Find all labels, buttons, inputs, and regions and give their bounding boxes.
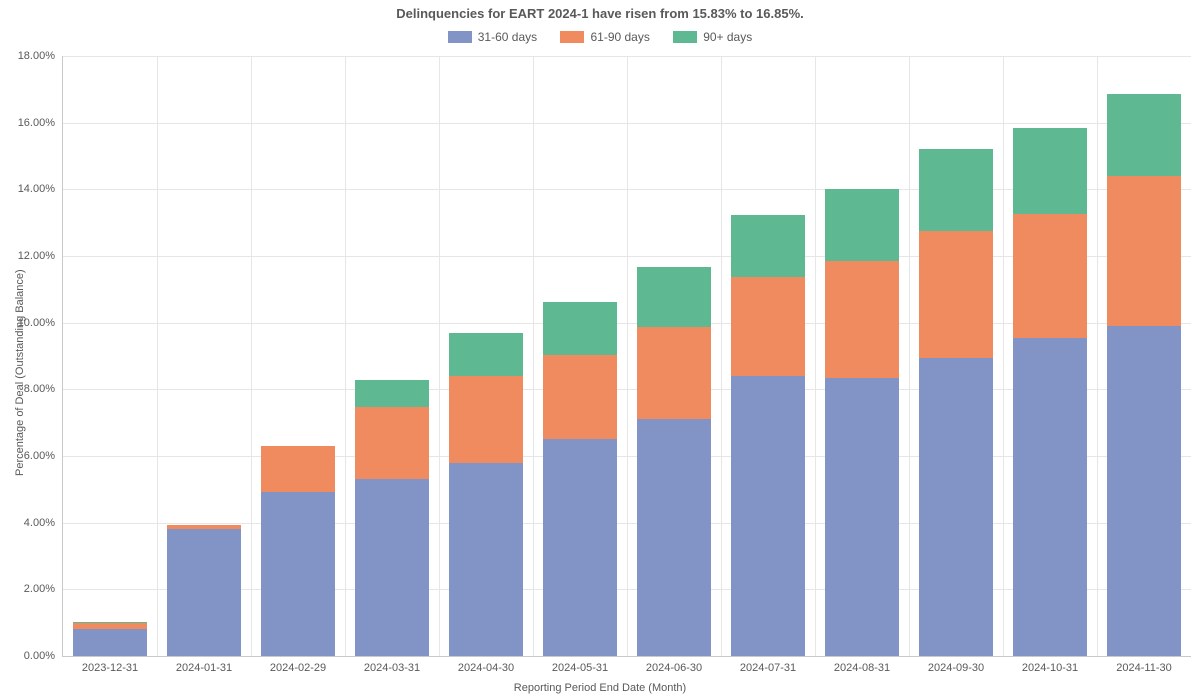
gridline-v	[721, 56, 722, 656]
gridline-v	[157, 56, 158, 656]
x-axis-label: Reporting Period End Date (Month)	[0, 682, 1200, 694]
bar-segment-61-90-days	[825, 261, 898, 378]
x-tick-label: 2024-05-31	[552, 662, 608, 674]
legend-swatch-61-90	[560, 31, 584, 43]
bar-segment-31-60-days	[1013, 338, 1086, 656]
bar-segment-31-60-days	[825, 378, 898, 656]
gridline-v	[909, 56, 910, 656]
gridline-v	[439, 56, 440, 656]
legend-item-31-60: 31-60 days	[448, 30, 537, 44]
x-tick-label: 2023-12-31	[82, 662, 138, 674]
bar-group	[543, 302, 616, 656]
bar-group	[355, 380, 428, 656]
y-tick-label: 2.00%	[24, 583, 55, 595]
legend-swatch-90plus	[673, 31, 697, 43]
plot-area: 0.00%2.00%4.00%6.00%8.00%10.00%12.00%14.…	[62, 56, 1191, 657]
y-tick-label: 14.00%	[18, 183, 55, 195]
legend: 31-60 days 61-90 days 90+ days	[0, 30, 1200, 46]
y-tick-label: 6.00%	[24, 450, 55, 462]
bar-segment-61-90-days	[1013, 214, 1086, 337]
bar-segment-31-60-days	[449, 463, 522, 656]
x-tick-label: 2024-09-30	[928, 662, 984, 674]
x-tick-label: 2024-02-29	[270, 662, 326, 674]
bar-segment-90+-days	[449, 333, 522, 376]
chart-title: Delinquencies for EART 2024-1 have risen…	[0, 6, 1200, 21]
bar-segment-61-90-days	[637, 327, 710, 419]
legend-item-61-90: 61-90 days	[560, 30, 649, 44]
bar-segment-61-90-days	[543, 355, 616, 438]
bar-group	[1107, 94, 1180, 656]
x-tick-label: 2024-07-31	[740, 662, 796, 674]
y-tick-label: 0.00%	[24, 650, 55, 662]
legend-label-90plus: 90+ days	[703, 30, 752, 44]
legend-label-31-60: 31-60 days	[478, 30, 537, 44]
bar-segment-31-60-days	[355, 479, 428, 656]
bar-segment-61-90-days	[919, 231, 992, 358]
x-tick-label: 2024-04-30	[458, 662, 514, 674]
bar-segment-90+-days	[919, 149, 992, 231]
bar-segment-31-60-days	[261, 492, 334, 656]
x-tick-label: 2024-03-31	[364, 662, 420, 674]
bar-segment-31-60-days	[73, 629, 146, 656]
bar-group	[637, 267, 710, 656]
bar-segment-90+-days	[543, 302, 616, 355]
bar-segment-61-90-days	[731, 277, 804, 376]
y-tick-label: 16.00%	[18, 117, 55, 129]
bar-segment-31-60-days	[543, 439, 616, 656]
bar-segment-61-90-days	[261, 446, 334, 492]
legend-label-61-90: 61-90 days	[590, 30, 649, 44]
bar-group	[261, 446, 334, 656]
bar-group	[731, 215, 804, 656]
x-tick-label: 2024-06-30	[646, 662, 702, 674]
bar-segment-61-90-days	[449, 376, 522, 463]
legend-item-90plus: 90+ days	[673, 30, 752, 44]
gridline-v	[533, 56, 534, 656]
gridline-v	[815, 56, 816, 656]
gridline-v	[627, 56, 628, 656]
x-tick-label: 2024-01-31	[176, 662, 232, 674]
gridline-v	[251, 56, 252, 656]
bar-group	[73, 622, 146, 656]
bar-segment-90+-days	[355, 380, 428, 407]
y-tick-label: 8.00%	[24, 383, 55, 395]
bar-group	[825, 189, 898, 656]
x-tick-label: 2024-10-31	[1022, 662, 1078, 674]
gridline-v	[345, 56, 346, 656]
bar-segment-90+-days	[731, 215, 804, 277]
gridline-v	[1097, 56, 1098, 656]
bar-segment-31-60-days	[1107, 326, 1180, 656]
delinquency-chart: Delinquencies for EART 2024-1 have risen…	[0, 0, 1200, 700]
bar-segment-90+-days	[1107, 94, 1180, 176]
bar-segment-90+-days	[825, 189, 898, 261]
bar-group	[167, 525, 240, 656]
bar-segment-90+-days	[1013, 128, 1086, 214]
y-tick-label: 4.00%	[24, 517, 55, 529]
bar-segment-31-60-days	[167, 529, 240, 656]
bar-segment-31-60-days	[919, 358, 992, 656]
y-tick-label: 12.00%	[18, 250, 55, 262]
bar-segment-31-60-days	[637, 419, 710, 656]
bar-segment-31-60-days	[731, 376, 804, 656]
y-tick-label: 18.00%	[18, 50, 55, 62]
bar-segment-61-90-days	[1107, 176, 1180, 326]
bar-group	[919, 149, 992, 656]
legend-swatch-31-60	[448, 31, 472, 43]
bar-segment-90+-days	[637, 267, 710, 327]
x-tick-label: 2024-11-30	[1116, 662, 1171, 674]
bar-segment-61-90-days	[355, 407, 428, 479]
bar-group	[1013, 128, 1086, 656]
y-axis-label: Percentage of Deal (Outstanding Balance)	[14, 269, 26, 476]
gridline-v	[1003, 56, 1004, 656]
bar-group	[449, 333, 522, 656]
x-tick-label: 2024-08-31	[834, 662, 890, 674]
